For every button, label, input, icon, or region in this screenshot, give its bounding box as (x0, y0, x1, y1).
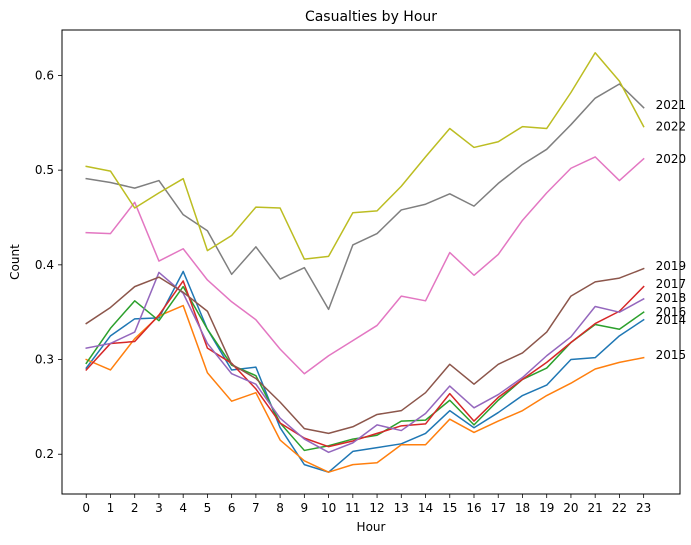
series-line-2019 (85, 267, 645, 435)
series-label-2016: 2016 (656, 305, 687, 319)
y-tick-label: 0.3 (35, 353, 54, 367)
x-axis: 0 1 2 3 4 5 6 7 8 9 10 11 12 13 14 15 16 17 18 19 20 21 22 23 (82, 494, 651, 515)
x-tick-label: 9 (301, 501, 309, 515)
series-label-2017: 2017 (656, 277, 687, 291)
series-label-2020: 2020 (656, 152, 687, 166)
x-tick-label: 4 (179, 501, 187, 515)
x-tick-label: 6 (228, 501, 236, 515)
series-line-2021 (85, 83, 645, 311)
plot-area (61, 29, 681, 495)
x-tick-label: 17 (491, 501, 506, 515)
series-label-2015: 2015 (656, 348, 687, 362)
x-tick-label: 2 (131, 501, 139, 515)
y-axis: 0.2 0.3 0.4 0.5 0.6 (35, 68, 62, 461)
chart-title: Casualties by Hour (305, 9, 437, 25)
series-label-2021: 2021 (656, 98, 687, 112)
y-tick-label: 0.4 (35, 258, 54, 272)
series-line-2015 (85, 304, 645, 473)
x-tick-label: 15 (442, 501, 457, 515)
x-tick-label: 16 (466, 501, 481, 515)
x-tick-label: 23 (636, 501, 651, 515)
x-tick-label: 0 (82, 501, 90, 515)
series-label-2014: 2014 (656, 313, 687, 327)
series-label-2019: 2019 (656, 259, 687, 273)
y-axis-label: Count (8, 244, 22, 280)
series-line-2014 (85, 270, 645, 473)
x-tick-label: 18 (515, 501, 530, 515)
x-tick-label: 22 (612, 501, 627, 515)
x-tick-label: 12 (369, 501, 384, 515)
x-tick-label: 5 (204, 501, 212, 515)
series-line-2022 (85, 51, 645, 260)
series-label-2018: 2018 (656, 291, 687, 305)
x-tick-label: 19 (539, 501, 554, 515)
y-tick-label: 0.2 (35, 447, 54, 461)
x-tick-label: 14 (418, 501, 433, 515)
series-line-2017 (85, 280, 645, 448)
x-tick-label: 11 (345, 501, 360, 515)
x-tick-label: 13 (394, 501, 409, 515)
x-tick-label: 7 (252, 501, 260, 515)
series-line-2020 (85, 156, 645, 375)
x-tick-label: 3 (155, 501, 163, 515)
x-axis-label: Hour (357, 520, 386, 534)
y-tick-label: 0.5 (35, 163, 54, 177)
x-tick-label: 8 (276, 501, 284, 515)
x-tick-label: 1 (107, 501, 115, 515)
y-tick-label: 0.6 (35, 68, 54, 82)
series-group (85, 51, 645, 473)
x-tick-label: 10 (321, 501, 336, 515)
series-label-2022: 2022 (656, 120, 687, 134)
x-tick-label: 20 (563, 501, 578, 515)
x-tick-label: 21 (588, 501, 603, 515)
